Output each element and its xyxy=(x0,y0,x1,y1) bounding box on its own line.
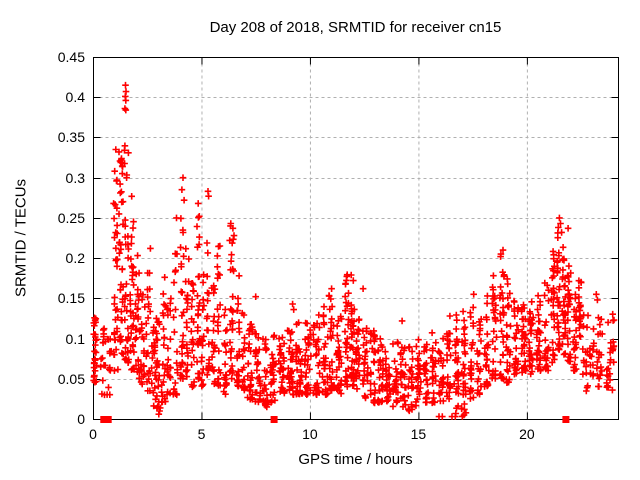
y-tick-label: 0.1 xyxy=(65,330,85,347)
y-axis-label: SRMTID / TECUs xyxy=(12,178,30,298)
axis-zero-square-marker xyxy=(104,416,112,423)
x-axis-label: GPS time / hours xyxy=(298,451,413,468)
x-tick-label: 0 xyxy=(89,426,97,442)
y-tick-label: 0.4 xyxy=(65,89,85,106)
x-tick-label: 5 xyxy=(197,426,206,442)
axis-zero-square-marker xyxy=(562,416,570,423)
plot-border xyxy=(93,57,619,420)
y-tick-label: 0.45 xyxy=(57,49,85,65)
y-tick-label: 0.15 xyxy=(57,290,85,307)
chart-title: Day 208 of 2018, SRMTID for receiver cn1… xyxy=(209,19,502,36)
x-tick-label: 15 xyxy=(410,426,427,442)
x-tick-label: 20 xyxy=(519,426,535,442)
scatter-points xyxy=(90,81,618,420)
y-tick-label: 0.3 xyxy=(65,169,85,186)
axis-zero-square-marker xyxy=(270,416,278,423)
y-tick-label: 0 xyxy=(77,411,85,427)
x-tick-label: 10 xyxy=(302,426,318,442)
y-tick-label: 0.05 xyxy=(57,370,85,387)
y-tick-label: 0.35 xyxy=(57,129,85,146)
y-tick-label: 0.25 xyxy=(57,209,85,226)
y-tick-label: 0.2 xyxy=(65,250,85,267)
